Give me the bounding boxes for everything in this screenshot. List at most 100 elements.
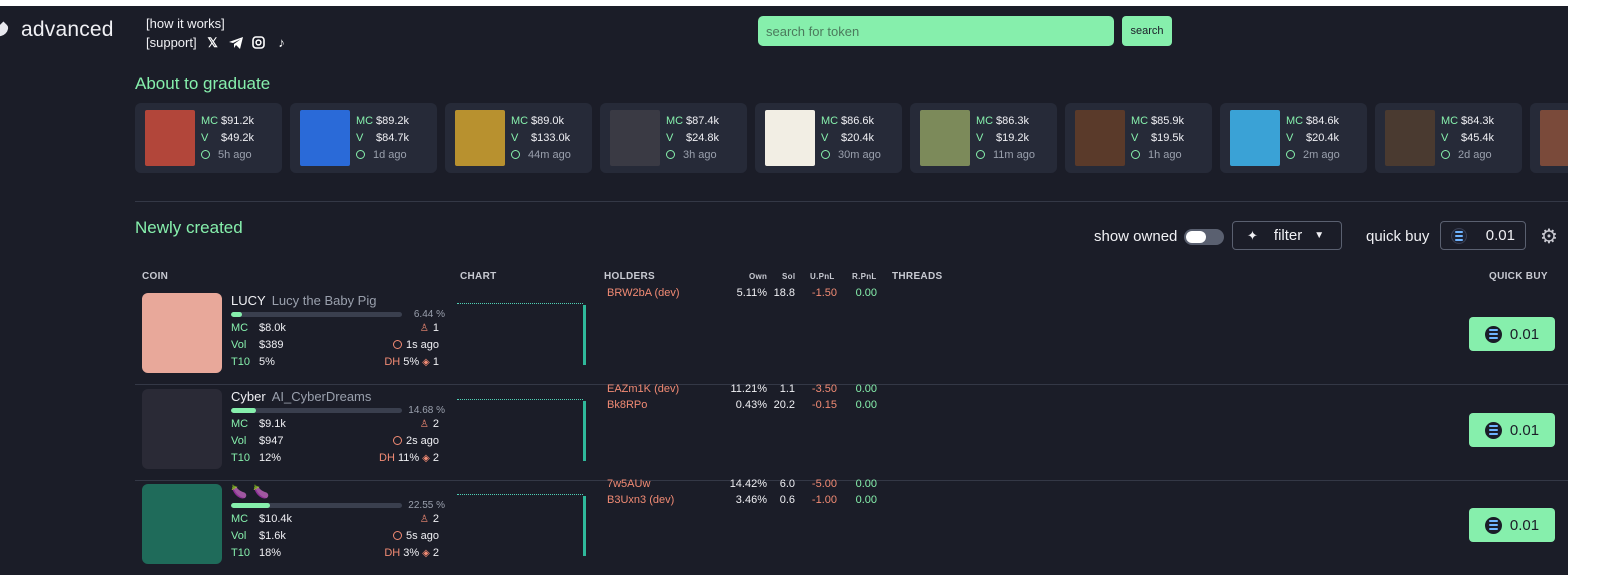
token-thumbnail <box>610 110 660 166</box>
solana-icon <box>1484 421 1502 439</box>
token-name: LUCY Lucy the Baby Pig <box>231 293 376 308</box>
token-thumbnail <box>455 110 505 166</box>
holder-rpnl: 0.00 <box>855 494 877 506</box>
graduate-cards: MC $91.2k V $49.2k 5h ago MC $89.2k V $84.7k 1d a… <box>135 103 1568 173</box>
graduate-card[interactable]: MC $89.0k V $133.0k 44m ago <box>445 103 592 173</box>
graduate-card[interactable]: MC $85.9k V $19.5k 1h ago <box>1065 103 1212 173</box>
header-links: [how it works] [support] 𝕏 ♪ <box>146 14 289 52</box>
search-button[interactable]: search <box>1122 16 1172 46</box>
quick-buy-button[interactable]: 0.01 <box>1469 413 1555 447</box>
token-age: 5s ago <box>359 530 439 542</box>
instagram-icon[interactable] <box>252 36 266 49</box>
token-thumbnail <box>765 110 815 166</box>
show-owned-toggle[interactable] <box>1184 229 1224 245</box>
age: 44m ago <box>528 148 571 161</box>
top10-row: T10 5% <box>231 356 275 368</box>
token-thumbnail <box>1540 110 1568 166</box>
volume: $19.2k <box>996 131 1030 144</box>
market-cap: $84.3k <box>1461 114 1495 127</box>
volume-label: V <box>821 131 829 144</box>
logo[interactable]: advanced <box>0 18 114 42</box>
volume-row: Vol $389 <box>231 339 283 351</box>
holder-address[interactable]: BRW2bA (dev) <box>607 287 680 299</box>
holder-row[interactable]: B3Uxn3 (dev) 3.46% 0.6 -1.00 0.00 <box>607 494 877 506</box>
quick-buy-amount-input[interactable]: 0.01 <box>1440 221 1526 250</box>
token-full-name: Lucy the Baby Pig <box>271 293 377 308</box>
clock-icon <box>201 149 210 159</box>
holder-upnl: -5.00 <box>811 478 837 490</box>
age: 30m ago <box>838 148 881 161</box>
mini-chart-bar <box>583 496 586 556</box>
col-quick-buy: QUICK BUY <box>1489 271 1548 282</box>
holder-address[interactable]: EAZm1K (dev) <box>607 383 680 395</box>
volume-label: V <box>1131 131 1139 144</box>
age: 11m ago <box>993 148 1035 161</box>
token-thumbnail <box>145 110 195 166</box>
holder-own: 14.42% <box>729 478 767 490</box>
market-cap-row: MC $8.0k <box>231 322 286 334</box>
holder-address[interactable]: B3Uxn3 (dev) <box>607 494 675 506</box>
graduate-card[interactable]: MC $86.3k V $19.2k 11m ago <box>910 103 1057 173</box>
graduate-card[interactable]: MC $84.3k V $45.4k 2d ago <box>1375 103 1522 173</box>
holder-address[interactable]: 7w5AUw <box>607 478 651 490</box>
holder-rpnl: 0.00 <box>855 287 877 299</box>
x-icon[interactable]: 𝕏 <box>207 35 218 50</box>
holder-row[interactable]: Bk8RPo 0.43% 20.2 -0.15 0.00 <box>607 399 877 411</box>
volume: $20.4k <box>1306 131 1340 144</box>
how-it-works-link[interactable]: [how it works] <box>146 16 225 31</box>
clock-icon <box>392 340 402 349</box>
divider <box>135 201 1568 202</box>
graduate-card[interactable]: MC $86.6k V $20.4k 30m ago <box>755 103 902 173</box>
bonding-progress-bar <box>231 408 402 413</box>
search-input[interactable] <box>758 16 1114 46</box>
holder-row[interactable]: EAZm1K (dev) 11.21% 1.1 -3.50 0.00 <box>607 383 877 395</box>
holder-row[interactable]: 7w5AUw 14.42% 6.0 -5.00 0.00 <box>607 478 877 490</box>
graduate-card[interactable]: MC $91.2k V $49.2k 5h ago <box>135 103 282 173</box>
col-chart: CHART <box>460 271 497 282</box>
mini-chart-bar <box>583 305 586 365</box>
volume-label: V <box>356 131 364 144</box>
quick-buy-label: quick buy <box>1366 228 1430 245</box>
dh-label: DH <box>379 452 395 464</box>
user-icon: ♙ <box>419 419 429 430</box>
age: 3h ago <box>683 148 717 161</box>
holder-address[interactable]: Bk8RPo <box>607 399 648 411</box>
t10-label: T10 <box>231 452 250 464</box>
filter-button[interactable]: ✦ filter ▼ <box>1232 221 1342 250</box>
top10-row: T10 12% <box>231 452 281 464</box>
mini-chart-line <box>457 399 583 400</box>
holder-row[interactable]: BRW2bA (dev) 5.11% 18.8 -1.50 0.00 <box>607 287 877 299</box>
col-sol: Sol <box>782 272 796 281</box>
top10-percent: 5% <box>259 356 275 368</box>
mini-chart-bar <box>583 401 586 461</box>
telegram-icon[interactable] <box>228 36 243 49</box>
table-row[interactable]: Cyber AI_CyberDreams 14.68 % MC $9.1k Vol $947… <box>135 383 1568 481</box>
token-full-name: AI_CyberDreams <box>271 389 372 404</box>
quick-buy-button[interactable]: 0.01 <box>1469 317 1555 351</box>
holder-rpnl: 0.00 <box>855 478 877 490</box>
volume: $20.4k <box>841 131 875 144</box>
graduate-card[interactable]: → <box>1530 103 1568 173</box>
support-link[interactable]: [support] <box>146 35 197 50</box>
gear-icon[interactable]: ⚙ <box>1540 226 1558 248</box>
graduate-card[interactable]: MC $89.2k V $84.7k 1d ago <box>290 103 437 173</box>
token-thumbnail <box>300 110 350 166</box>
table-row[interactable]: 🍆 🍆 22.55 % MC $10.4k Vol $1.6k T10 18% ♙ 2 5s ago D… <box>135 478 1568 575</box>
token-thumbnail <box>142 389 222 469</box>
volume: $947 <box>259 435 284 447</box>
dev-holding: DH 3% ◈ 2 <box>384 547 439 559</box>
market-cap-row: MC $9.1k <box>231 418 286 430</box>
col-threads: THREADS <box>892 271 943 282</box>
holder-upnl: -0.15 <box>811 399 837 411</box>
top10-percent: 12% <box>259 452 282 464</box>
mc-label: MC <box>976 114 994 127</box>
quick-buy-button[interactable]: 0.01 <box>1469 508 1555 542</box>
bonding-percent: 6.44 % <box>413 309 445 320</box>
market-cap: $10.4k <box>259 513 293 525</box>
tiktok-icon[interactable]: ♪ <box>278 35 285 50</box>
t10-label: T10 <box>231 356 250 368</box>
table-row[interactable]: LUCY Lucy the Baby Pig 6.44 % MC $8.0k Vol $38… <box>135 287 1568 385</box>
graduate-card[interactable]: MC $87.4k V $24.8k 3h ago <box>600 103 747 173</box>
graduate-card[interactable]: MC $84.6k V $20.4k 2m ago <box>1220 103 1367 173</box>
bonding-progress-bar <box>231 312 402 317</box>
